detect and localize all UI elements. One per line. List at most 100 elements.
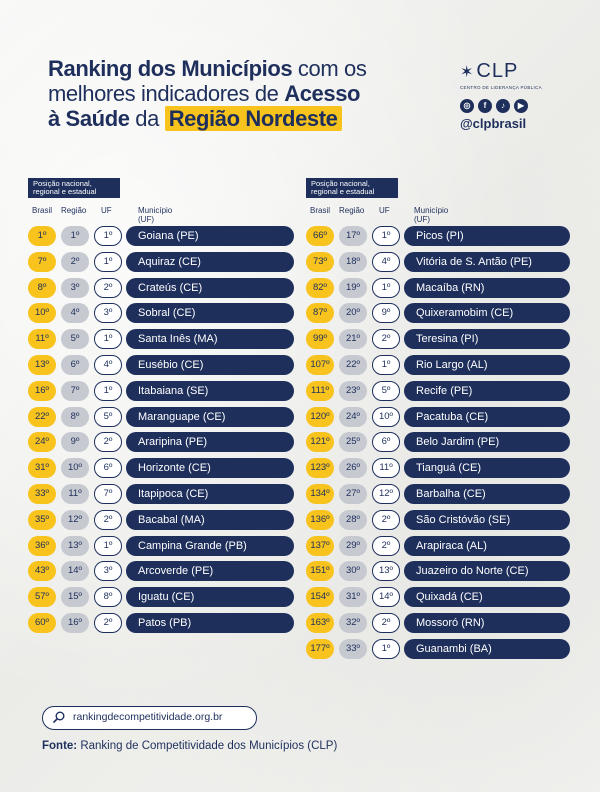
rank-regiao: 6º <box>61 354 89 375</box>
rank-uf: 9º <box>372 303 400 324</box>
rank-regiao: 30º <box>339 561 367 582</box>
rank-regiao: 24º <box>339 406 367 427</box>
rank-brasil: 154º <box>306 587 334 608</box>
social-handle: @clpbrasil <box>460 116 527 131</box>
municipio-name: Goiana (PE) <box>126 226 294 246</box>
rank-regiao: 13º <box>61 535 89 556</box>
table-row: 43º 14º 3º Arcoverde (PE) <box>28 561 294 582</box>
rank-brasil: 151º <box>306 561 334 582</box>
table-row: 10º 4º 3º Sobral (CE) <box>28 303 294 324</box>
municipio-name: Itapipoca (CE) <box>126 483 294 504</box>
municipio-name: São Cristóvão (SE) <box>404 509 570 530</box>
rank-regiao: 12º <box>61 509 89 530</box>
rank-regiao: 33º <box>339 638 367 659</box>
municipio-name: Barbalha (CE) <box>404 483 570 504</box>
rank-uf: 13º <box>372 561 400 582</box>
rank-brasil: 7º <box>28 251 56 272</box>
rank-brasil: 111º <box>306 380 334 401</box>
rank-regiao: 14º <box>61 561 89 582</box>
header-municipio: Município (UF) <box>138 206 173 224</box>
municipio-name: Vitória de S. Antão (PE) <box>404 251 570 272</box>
rank-brasil: 10º <box>28 303 56 324</box>
page-title: Ranking dos Municípios com os melhores i… <box>48 56 367 131</box>
rank-brasil: 87º <box>306 303 334 324</box>
table-row: 73º 18º 4º Vitória de S. Antão (PE) <box>306 251 570 272</box>
header-municipio: Município (UF) <box>414 206 449 224</box>
table-row: 24º 9º 2º Araripina (PE) <box>28 432 294 453</box>
municipio-name: Pacatuba (CE) <box>404 406 570 427</box>
table-row: 163º 32º 2º Mossoró (RN) <box>306 612 570 633</box>
table-row: 137º 29º 2º Arapiraca (AL) <box>306 535 570 556</box>
rank-regiao: 31º <box>339 587 367 608</box>
table-row: 82º 19º 1º Macaíba (RN) <box>306 277 570 298</box>
rank-uf: 1º <box>94 380 122 401</box>
table-row: 151º 30º 13º Juazeiro do Norte (CE) <box>306 561 570 582</box>
table-row: 57º 15º 8º Iguatu (CE) <box>28 587 294 608</box>
rank-uf: 4º <box>94 354 122 375</box>
ranking-right: Posição nacional, regional e estadual Br… <box>306 178 570 665</box>
rank-brasil: 120º <box>306 406 334 427</box>
municipio-name: Aquiraz (CE) <box>126 251 294 272</box>
table-row: 7º 2º 1º Aquiraz (CE) <box>28 251 294 272</box>
rank-uf: 11º <box>372 458 400 479</box>
table-row: 31º 10º 6º Horizonte (CE) <box>28 458 294 479</box>
table-row: 123º 26º 11º Tianguá (CE) <box>306 458 570 479</box>
table-row: 16º 7º 1º Itabaiana (SE) <box>28 380 294 401</box>
rank-brasil: 73º <box>306 251 334 272</box>
header-regiao: Região <box>339 206 365 215</box>
rank-uf: 1º <box>94 535 122 556</box>
municipio-name: Campina Grande (PB) <box>126 535 294 556</box>
rank-uf: 2º <box>372 535 400 556</box>
facebook-icon[interactable]: f <box>478 99 492 113</box>
tiktok-icon[interactable]: ♪ <box>496 99 510 113</box>
municipio-name: Mossoró (RN) <box>404 612 570 633</box>
rank-brasil: 11º <box>28 329 56 350</box>
municipio-name: Teresina (PI) <box>404 329 570 350</box>
rank-regiao: 16º <box>61 612 89 633</box>
table-row: 120º 24º 10º Pacatuba (CE) <box>306 406 570 427</box>
column-headers: Brasil Região UF Município (UF) <box>306 206 448 224</box>
rank-brasil: 13º <box>28 354 56 375</box>
rank-uf: 14º <box>372 587 400 608</box>
municipio-name: Itabaiana (SE) <box>126 380 294 401</box>
rank-regiao: 21º <box>339 329 367 350</box>
rank-brasil: 134º <box>306 483 334 504</box>
table-row: 36º 13º 1º Campina Grande (PB) <box>28 535 294 556</box>
rank-uf: 2º <box>372 612 400 633</box>
municipio-name: Bacabal (MA) <box>126 509 294 530</box>
rank-regiao: 23º <box>339 380 367 401</box>
rank-brasil: 107º <box>306 354 334 375</box>
header-brasil: Brasil <box>310 206 331 215</box>
rank-uf: 1º <box>372 354 400 375</box>
instagram-icon[interactable]: ◎ <box>460 99 474 113</box>
rank-uf: 10º <box>372 406 400 427</box>
table-row: 33º 11º 7º Itapipoca (CE) <box>28 483 294 504</box>
municipio-name: Santa Inês (MA) <box>126 329 294 350</box>
municipio-name: Iguatu (CE) <box>126 587 294 608</box>
rank-uf: 3º <box>94 303 122 324</box>
table-row: 1º 1º 1º Goiana (PE) <box>28 226 294 246</box>
rank-regiao: 10º <box>61 458 89 479</box>
rank-regiao: 19º <box>339 277 367 298</box>
rank-uf: 1º <box>94 226 122 246</box>
rank-uf: 2º <box>94 612 122 633</box>
rank-regiao: 3º <box>61 277 89 298</box>
municipio-name: Arapiraca (AL) <box>404 535 570 556</box>
rank-regiao: 29º <box>339 535 367 556</box>
rank-brasil: 24º <box>28 432 56 453</box>
website-link[interactable]: rankingdecompetitividade.org.br <box>42 706 257 730</box>
rank-uf: 7º <box>94 483 122 504</box>
table-row: 22º 8º 5º Maranguape (CE) <box>28 406 294 427</box>
rank-regiao: 11º <box>61 483 89 504</box>
rank-uf: 6º <box>372 432 400 453</box>
rank-brasil: 16º <box>28 380 56 401</box>
youtube-icon[interactable]: ▶ <box>514 99 528 113</box>
municipio-name: Quixadá (CE) <box>404 587 570 608</box>
table-row: 60º 16º 2º Patos (PB) <box>28 612 294 633</box>
table-row: 99º 21º 2º Teresina (PI) <box>306 329 570 350</box>
social-icons: ◎ f ♪ ▶ <box>460 99 550 113</box>
table-row: 8º 3º 2º Crateús (CE) <box>28 277 294 298</box>
rank-uf: 6º <box>94 458 122 479</box>
rank-regiao: 26º <box>339 458 367 479</box>
column-headers: Brasil Região UF Município (UF) <box>28 206 172 224</box>
